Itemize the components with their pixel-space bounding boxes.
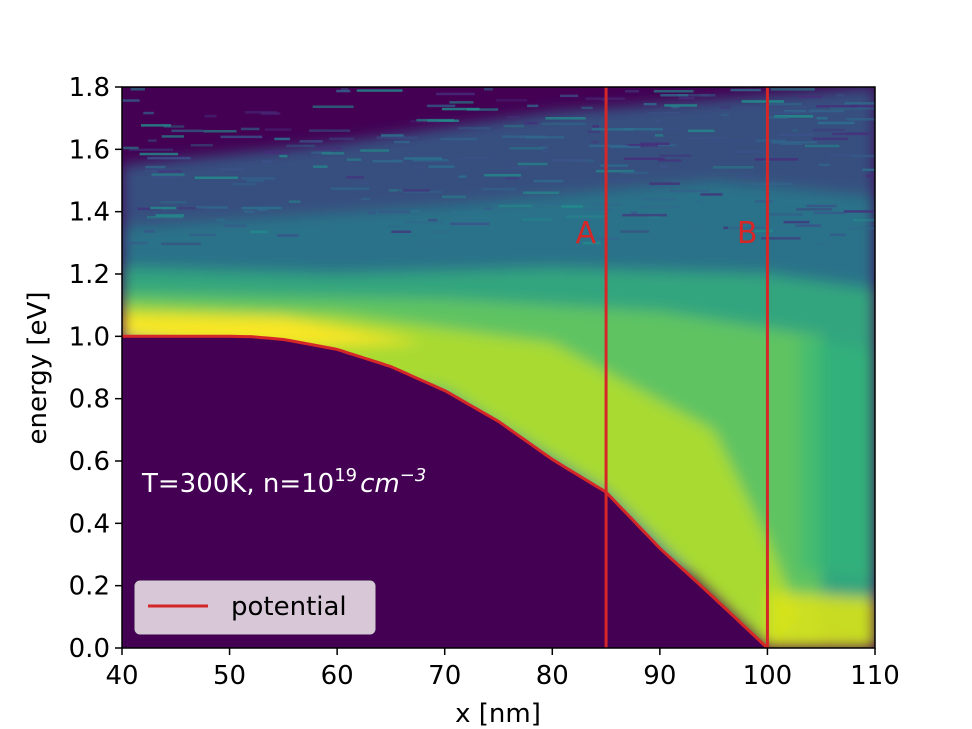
legend-box bbox=[134, 580, 376, 635]
plot-frame bbox=[121, 86, 876, 649]
annotation-unit: cm bbox=[360, 469, 400, 499]
x-tick-label: 90 bbox=[643, 661, 676, 691]
x-tick-label: 110 bbox=[850, 661, 900, 691]
y-tick-label: 1.8 bbox=[69, 73, 110, 103]
potential-line bbox=[122, 334, 769, 648]
x-tick-label: 70 bbox=[428, 661, 461, 691]
y-tick-label: 1.4 bbox=[69, 198, 110, 228]
legend: potential bbox=[134, 580, 376, 635]
x-axis-label: x [nm] bbox=[455, 699, 541, 729]
y-tick-label: 1.0 bbox=[69, 322, 110, 352]
x-tick-label: 50 bbox=[213, 661, 246, 691]
x-axis: 40 50 60 70 80 90 100 110 bbox=[105, 648, 900, 691]
marker-label-a: A bbox=[576, 216, 597, 251]
x-tick-label: 60 bbox=[321, 661, 354, 691]
annotation-text: T=300K, n=1019 cm−3 bbox=[141, 465, 426, 499]
y-axis-label: energy [eV] bbox=[23, 292, 53, 445]
annotation-prefix: T=300K, n=10 bbox=[141, 469, 334, 499]
y-tick-label: 1.2 bbox=[69, 260, 110, 290]
y-axis: 0.0 0.2 0.4 0.6 0.8 1.0 1.2 1.4 1.6 1.8 bbox=[69, 73, 122, 664]
y-tick-label: 0.8 bbox=[69, 385, 110, 415]
marker-label-b: B bbox=[737, 216, 758, 251]
x-tick-label: 80 bbox=[536, 661, 569, 691]
x-tick-label: 100 bbox=[743, 661, 793, 691]
annotation-unit-exponent: −3 bbox=[400, 465, 427, 486]
y-tick-label: 0.2 bbox=[69, 572, 110, 602]
y-tick-label: 1.6 bbox=[69, 135, 110, 165]
legend-label-potential: potential bbox=[231, 592, 347, 622]
y-tick-label: 0.6 bbox=[69, 447, 110, 477]
y-tick-label: 0.0 bbox=[69, 634, 110, 664]
annotation-exponent: 19 bbox=[334, 465, 357, 486]
heatmap-density bbox=[122, 87, 875, 648]
x-tick-label: 40 bbox=[105, 661, 138, 691]
y-tick-label: 0.4 bbox=[69, 509, 110, 539]
